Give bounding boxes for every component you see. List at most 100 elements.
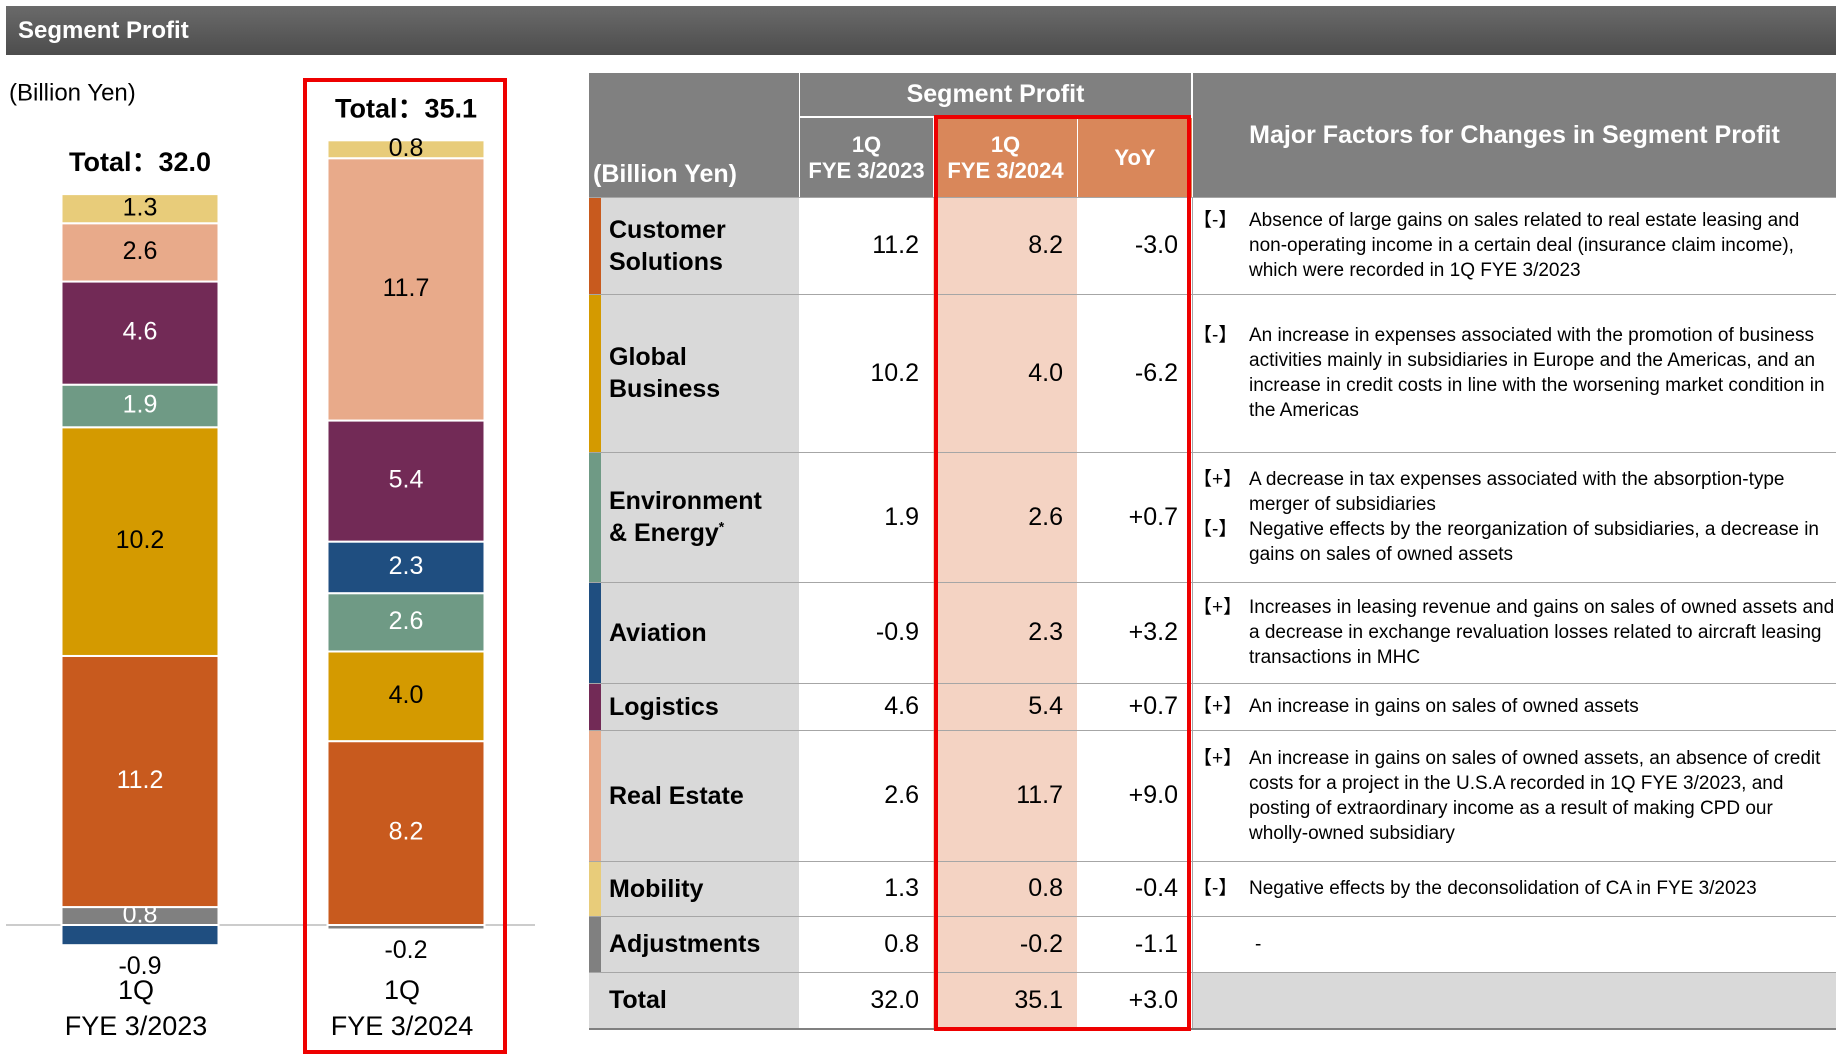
value-cell: +0.7 [1077, 452, 1192, 582]
factors-cell: - [1192, 916, 1836, 972]
column-header-line: FYE 3/2023 [808, 157, 925, 183]
factor-sign: 【+】 [1193, 597, 1243, 618]
bar-segment [60, 280, 220, 386]
segment-cell: Aviation [589, 582, 799, 683]
bar-label: 4.0 [389, 681, 424, 709]
value-cell: 11.2 [799, 197, 933, 294]
segment-name-text: Adjustments [609, 930, 761, 958]
row-rule [589, 683, 1836, 684]
factor-line: 【-】 Negative effects by the reorganizatio… [1193, 517, 1836, 567]
row-rule [589, 861, 1836, 862]
factor-text: A decrease in tax expenses associated wi… [1249, 469, 1785, 515]
column-header-line: FYE 3/2024 [947, 157, 1064, 183]
unit-label: (Billion Yen) [9, 79, 136, 106]
factor-sign: 【-】 [1193, 325, 1238, 346]
segment-name: Global Business [609, 341, 779, 405]
factor-line: - [1255, 932, 1836, 957]
bar-label: 8.2 [389, 818, 424, 846]
segment-cell: Total [589, 972, 799, 1028]
factors-cell: 【+】 Increases in leasing revenue and gain… [1192, 582, 1836, 683]
factor-text: An increase in expenses associated with … [1249, 325, 1825, 421]
factors-cell: 【-】 Negative effects by the deconsolidati… [1192, 861, 1836, 916]
bar-label: 10.2 [116, 526, 165, 554]
factors-cell [1192, 972, 1836, 1028]
segment-cell: Global Business [589, 294, 799, 452]
segment-cell: Mobility [589, 861, 799, 916]
bar-segment [326, 540, 486, 595]
factor-line: 【-】 Absence of large gains on sales relat… [1193, 208, 1836, 283]
segment-color [589, 916, 601, 972]
table-bottom [589, 1028, 1836, 1030]
value-cell: 4.6 [799, 683, 933, 730]
bar-label: 2.3 [389, 552, 424, 580]
column-header-line: YoY [1114, 144, 1156, 170]
value-cell: 2.6 [933, 452, 1077, 582]
segment-color [589, 197, 601, 294]
unit-header: (Billion Yen) [589, 73, 799, 197]
segment-name: Logistics [609, 691, 719, 723]
factors-header: Major Factors for Changes in Segment Pro… [1193, 73, 1836, 197]
value-cell: +9.0 [1077, 730, 1192, 861]
bar-label: 0.8 [389, 134, 424, 162]
factor-sign: 【-】 [1193, 878, 1238, 899]
value-cell: 8.2 [933, 197, 1077, 294]
total-label: Total：35.1 [335, 93, 477, 123]
factor-sign: 【-】 [1193, 519, 1238, 540]
bar-label: 2.6 [123, 237, 158, 265]
factor-text: - [1255, 933, 1262, 955]
total-label: Total：32.0 [69, 147, 211, 177]
factor-text: Negative effects by the deconsolidation … [1249, 878, 1757, 899]
factor-line: 【+】 Increases in leasing revenue and gain… [1193, 595, 1836, 670]
row-rule [589, 294, 1836, 295]
x-tick-label: FYE 3/2024 [331, 1011, 474, 1041]
bar-label: -0.9 [118, 952, 161, 980]
value-cell: 35.1 [933, 972, 1077, 1028]
segment-name-text: Aviation [609, 618, 707, 647]
value-cell: 2.6 [799, 730, 933, 861]
factors-cell: 【-】 Absence of large gains on sales relat… [1192, 197, 1836, 294]
value-cell: -0.4 [1077, 861, 1192, 916]
bar-segment [60, 383, 220, 429]
group-header: Segment Profit [800, 73, 1191, 116]
segment-name: Mobility [609, 873, 703, 905]
column-header: 1Q FYE 3/2023 [800, 118, 933, 197]
bar-segment [326, 157, 486, 422]
factors-cell: 【+】 A decrease in tax expenses associated… [1192, 452, 1836, 582]
segment-name: Aviation [609, 617, 707, 649]
factor-text: An increase in gains on sales of owned a… [1249, 696, 1639, 717]
segment-name-text: Logistics [609, 692, 719, 721]
segment-name: Customer Solutions [609, 214, 779, 278]
value-cell: +3.0 [1077, 972, 1192, 1028]
value-cell: 32.0 [799, 972, 933, 1028]
value-cell: 2.3 [933, 582, 1077, 683]
bar-segment [60, 426, 220, 657]
factor-line: 【-】 An increase in expenses associated wi… [1193, 323, 1836, 423]
value-cell: 0.8 [933, 861, 1077, 916]
total-prefix: Total： [69, 147, 159, 177]
value-cell: -3.0 [1077, 197, 1192, 294]
factors-cell: 【-】 An increase in expenses associated wi… [1192, 294, 1836, 452]
factors-cell: 【+】 An increase in gains on sales of owne… [1192, 730, 1836, 861]
value-cell: -0.9 [799, 582, 933, 683]
total-value: 35.1 [424, 93, 477, 123]
bar-segment [326, 650, 486, 743]
value-cell: +3.2 [1077, 582, 1192, 683]
total-value: 32.0 [158, 147, 211, 177]
chart: (Billion Yen) 0.8 11.2 10.2 1.9 -0.9 4.6 2.6 1.… [6, 78, 535, 1054]
value-cell: -1.1 [1077, 916, 1192, 972]
factor-line: 【-】 Negative effects by the deconsolidati… [1193, 876, 1836, 901]
segment-color [589, 730, 601, 861]
bar-segment [60, 193, 220, 225]
factor-text: Absence of large gains on sales related … [1249, 210, 1800, 281]
x-tick-label: FYE 3/2023 [65, 1011, 208, 1041]
bar-label: 4.6 [123, 318, 158, 346]
segment-name-text: Total [609, 986, 667, 1014]
bar-segment [60, 924, 220, 947]
segment-name-text: Customer Solutions [609, 215, 726, 276]
value-cell: -6.2 [1077, 294, 1192, 452]
value-cell: +0.7 [1077, 683, 1192, 730]
row-rule [589, 916, 1836, 917]
segment-cell: Logistics [589, 683, 799, 730]
factor-sign: 【+】 [1193, 747, 1243, 769]
bar-segment [326, 139, 486, 160]
